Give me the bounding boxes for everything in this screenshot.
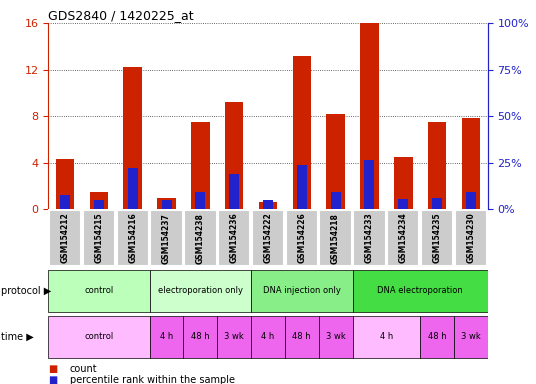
Bar bbox=[353, 270, 488, 312]
Text: GSM154216: GSM154216 bbox=[128, 213, 137, 263]
Bar bbox=[94, 200, 104, 209]
Text: percentile rank within the sample: percentile rank within the sample bbox=[70, 375, 235, 384]
Bar bbox=[364, 161, 375, 209]
Bar bbox=[285, 316, 319, 358]
Bar bbox=[353, 210, 386, 266]
Bar bbox=[293, 56, 311, 209]
Bar bbox=[353, 316, 420, 358]
Bar bbox=[286, 210, 318, 266]
Bar bbox=[128, 169, 138, 209]
Bar bbox=[252, 210, 284, 266]
Bar bbox=[183, 316, 217, 358]
Bar bbox=[49, 210, 81, 266]
Text: GSM154212: GSM154212 bbox=[61, 213, 70, 263]
Bar bbox=[161, 200, 172, 209]
Bar bbox=[319, 210, 352, 266]
Bar bbox=[421, 210, 453, 266]
Bar bbox=[229, 174, 239, 209]
Bar bbox=[191, 122, 210, 209]
Text: protocol ▶: protocol ▶ bbox=[1, 286, 51, 296]
Bar bbox=[331, 192, 341, 209]
Bar bbox=[420, 316, 454, 358]
Text: DNA injection only: DNA injection only bbox=[263, 286, 341, 295]
Bar bbox=[454, 316, 488, 358]
Bar bbox=[428, 122, 446, 209]
Bar bbox=[150, 316, 183, 358]
Text: GSM154235: GSM154235 bbox=[433, 213, 442, 263]
Text: 3 wk: 3 wk bbox=[224, 333, 244, 341]
Bar bbox=[466, 192, 476, 209]
Bar bbox=[90, 192, 108, 209]
Text: GSM154222: GSM154222 bbox=[264, 213, 272, 263]
Bar bbox=[123, 67, 142, 209]
Text: GSM154234: GSM154234 bbox=[399, 213, 408, 263]
Text: GDS2840 / 1420225_at: GDS2840 / 1420225_at bbox=[48, 9, 194, 22]
Text: GSM154226: GSM154226 bbox=[297, 213, 306, 263]
Bar bbox=[455, 210, 487, 266]
Bar bbox=[319, 316, 353, 358]
Bar bbox=[150, 270, 251, 312]
Bar bbox=[387, 210, 420, 266]
Bar bbox=[48, 270, 150, 312]
Bar bbox=[326, 114, 345, 209]
Text: GSM154218: GSM154218 bbox=[331, 213, 340, 263]
Bar bbox=[48, 316, 150, 358]
Text: time ▶: time ▶ bbox=[1, 332, 34, 342]
Bar bbox=[398, 199, 408, 209]
Text: GSM154215: GSM154215 bbox=[94, 213, 103, 263]
Text: count: count bbox=[70, 364, 98, 374]
Bar bbox=[259, 202, 277, 209]
Bar bbox=[251, 316, 285, 358]
Text: 48 h: 48 h bbox=[191, 333, 210, 341]
Bar bbox=[150, 210, 183, 266]
Text: GSM154237: GSM154237 bbox=[162, 213, 171, 263]
Text: GSM154230: GSM154230 bbox=[466, 213, 475, 263]
Bar bbox=[263, 200, 273, 209]
Bar bbox=[461, 119, 480, 209]
Bar bbox=[297, 165, 307, 209]
Bar bbox=[251, 270, 353, 312]
Bar bbox=[225, 102, 243, 209]
Text: 4 h: 4 h bbox=[262, 333, 274, 341]
Text: GSM154233: GSM154233 bbox=[365, 213, 374, 263]
Text: control: control bbox=[84, 286, 114, 295]
Bar bbox=[195, 192, 205, 209]
Bar bbox=[360, 23, 379, 209]
Bar bbox=[217, 316, 251, 358]
Bar bbox=[432, 198, 442, 209]
Text: 48 h: 48 h bbox=[428, 333, 446, 341]
Text: 48 h: 48 h bbox=[293, 333, 311, 341]
Text: ■: ■ bbox=[48, 364, 57, 374]
Text: 4 h: 4 h bbox=[160, 333, 173, 341]
Text: GSM154238: GSM154238 bbox=[196, 213, 205, 263]
Bar bbox=[394, 157, 413, 209]
Bar bbox=[184, 210, 217, 266]
Text: electroporation only: electroporation only bbox=[158, 286, 243, 295]
Bar bbox=[56, 159, 75, 209]
Bar bbox=[83, 210, 115, 266]
Text: 3 wk: 3 wk bbox=[326, 333, 346, 341]
Text: 3 wk: 3 wk bbox=[461, 333, 481, 341]
Text: DNA electroporation: DNA electroporation bbox=[377, 286, 463, 295]
Bar bbox=[116, 210, 149, 266]
Text: control: control bbox=[84, 333, 114, 341]
Bar bbox=[218, 210, 250, 266]
Text: 4 h: 4 h bbox=[379, 333, 393, 341]
Text: ■: ■ bbox=[48, 375, 57, 384]
Text: GSM154236: GSM154236 bbox=[230, 213, 239, 263]
Bar bbox=[157, 198, 176, 209]
Bar bbox=[60, 195, 70, 209]
